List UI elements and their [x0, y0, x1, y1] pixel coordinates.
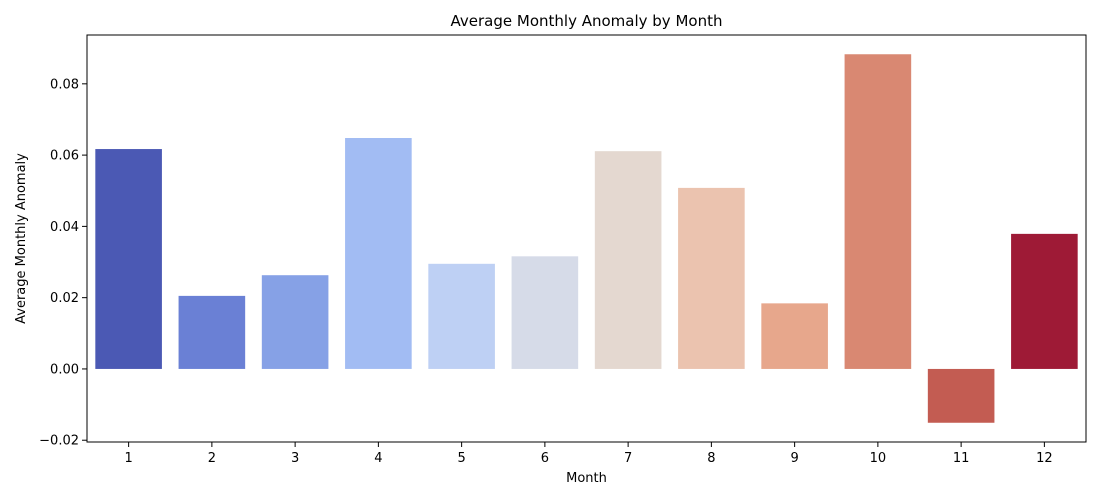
y-tick-label: 0.08	[50, 77, 79, 92]
x-tick-label: 2	[208, 451, 216, 466]
x-tick-label: 4	[374, 451, 382, 466]
bar-month-9	[761, 303, 828, 369]
y-tick-label: −0.02	[39, 434, 79, 449]
y-axis: −0.02 0.00 0.02 0.04 0.06 0.08	[39, 77, 87, 449]
x-tick-label: 10	[870, 451, 887, 466]
plot-frame	[86, 34, 1087, 443]
y-tick-label: 0.04	[50, 220, 79, 235]
bar-month-6	[511, 256, 579, 369]
y-tick-label: 0.02	[50, 291, 79, 306]
bar-month-4	[345, 138, 412, 369]
bar-month-12	[1011, 233, 1078, 369]
bar-month-3	[261, 275, 329, 369]
bar-month-7	[594, 151, 662, 369]
x-tick-label: 8	[707, 451, 715, 466]
bar-month-10	[844, 54, 912, 369]
x-tick-label: 6	[541, 451, 549, 466]
bar-month-8	[678, 187, 745, 369]
x-tick-label: 5	[457, 451, 465, 466]
x-axis: 1 2 3 4 5 6 7 8 9 10 11 12	[124, 442, 1053, 466]
bar-month-1	[95, 149, 162, 369]
y-tick-label: 0.06	[50, 149, 79, 164]
y-tick-label: 0.00	[50, 362, 79, 377]
chart-title: Average Monthly Anomaly by Month	[451, 12, 723, 30]
x-tick-label: 12	[1036, 451, 1053, 466]
x-axis-title: Month	[566, 471, 607, 486]
y-axis-title: Average Monthly Anomaly	[14, 153, 29, 324]
bar-month-2	[178, 295, 246, 369]
bar-month-5	[428, 263, 495, 369]
x-tick-label: 9	[790, 451, 798, 466]
x-tick-label: 11	[953, 451, 970, 466]
x-tick-label: 7	[624, 451, 632, 466]
x-tick-label: 1	[124, 451, 132, 466]
x-tick-label: 3	[291, 451, 299, 466]
bars	[95, 54, 1078, 423]
bar-month-11	[927, 368, 995, 423]
